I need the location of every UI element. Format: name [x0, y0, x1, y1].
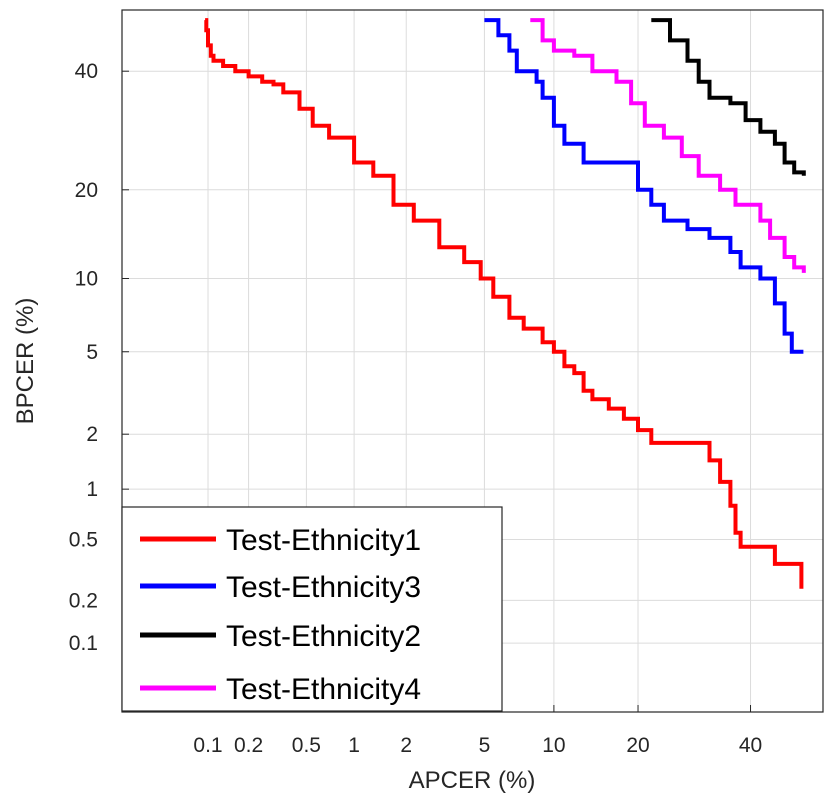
- y-tick-label: 20: [75, 179, 98, 202]
- x-tick-label: 1: [348, 734, 360, 757]
- x-tick-label: 0.1: [193, 734, 222, 757]
- y-axis-title: BPCER (%): [12, 298, 39, 425]
- x-axis-ticks: 0.1 0.2 0.5 1 2 5 10 20 40: [193, 705, 762, 757]
- legend-label: Test-Ethnicity4: [226, 673, 421, 706]
- y-axis-ticks: 0.1 0.2 0.5 1 2 5 10 20 40: [69, 60, 129, 655]
- legend-label: Test-Ethnicity3: [226, 571, 421, 604]
- y-tick-label: 1: [86, 478, 98, 501]
- series-lines: [204, 18, 806, 589]
- series-line-2: [484, 18, 804, 354]
- y-tick-label: 0.1: [69, 632, 98, 655]
- y-tick-label: 0.2: [69, 589, 98, 612]
- legend-label: Test-Ethnicity1: [226, 524, 421, 557]
- plot-frame: [121, 9, 824, 713]
- series-line-3: [651, 18, 806, 176]
- x-tick-label: 20: [626, 734, 649, 757]
- series-line-4: [530, 18, 806, 273]
- x-tick-label: 40: [739, 734, 762, 757]
- legend: Test-Ethnicity1 Test-Ethnicity3 Test-Ethni…: [121, 506, 503, 712]
- y-tick-label: 2: [86, 423, 98, 446]
- y-tick-label: 40: [75, 60, 98, 83]
- x-tick-label: 0.2: [234, 734, 263, 757]
- x-axis-title: APCER (%): [409, 767, 536, 794]
- y-tick-label: 0.5: [69, 528, 98, 551]
- x-tick-label: 0.5: [292, 734, 321, 757]
- x-tick-label: 10: [542, 734, 565, 757]
- y-tick-label: 10: [75, 268, 98, 291]
- legend-label: Test-Ethnicity2: [226, 620, 421, 653]
- y-tick-label: 5: [86, 341, 98, 364]
- x-tick-label: 5: [479, 734, 491, 757]
- x-tick-label: 2: [400, 734, 412, 757]
- series-line-1: [204, 18, 804, 589]
